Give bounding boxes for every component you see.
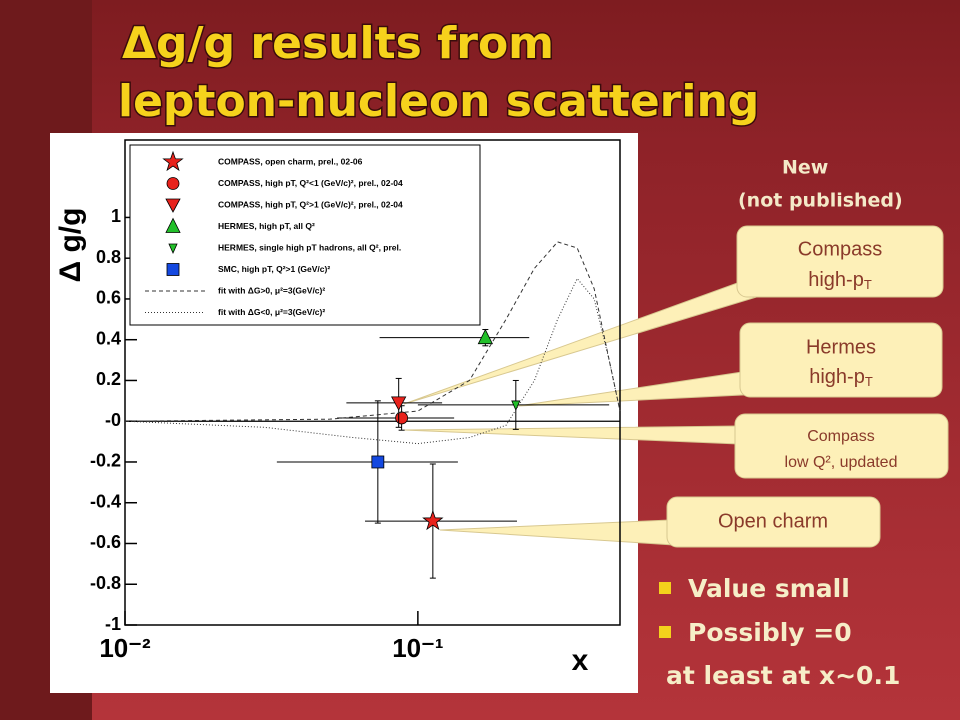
marker-star — [422, 509, 444, 531]
callout-box — [734, 413, 949, 479]
callout-box — [739, 322, 943, 398]
callout-text: high-p — [808, 269, 864, 291]
y-tick-label: -0.6 — [90, 532, 121, 552]
bullet: Possibly =0 — [688, 618, 852, 647]
chart: -1 -0.8 -0.6 -0.4 -0.2 -0 0.2 0.4 0.6 0.8 1 10⁻² 10⁻… — [54, 139, 621, 677]
legend-label: COMPASS, high pT, Q²>1 (GeV/c)², prel., … — [218, 199, 403, 209]
legend-label: COMPASS, open charm, prel., 02-06 — [218, 156, 363, 166]
callout-text: high-pT — [808, 269, 872, 292]
callout-subscript: T — [865, 374, 873, 389]
legend-marker — [166, 263, 180, 276]
y-tick-label: -1 — [105, 614, 121, 634]
y-tick-label: 1 — [111, 206, 121, 226]
y-tick-label: -0.4 — [90, 491, 121, 511]
y-tick-label: 0.8 — [96, 247, 121, 267]
legend-label: HERMES, high pT, all Q² — [218, 221, 315, 231]
callout-text: Compass — [798, 238, 882, 260]
x-tick-label: 10⁻² — [99, 633, 151, 663]
marker-triangle-up — [477, 328, 494, 345]
legend-label: fit with ΔG>0, μ²=3(GeV/c)² — [218, 285, 325, 295]
title: lepton-nucleon scattering — [118, 76, 759, 127]
marker-triangle-down — [391, 396, 407, 411]
legend-label: COMPASS, high pT, Q²<1 (GeV/c)², prel., … — [218, 178, 403, 188]
legend-label: HERMES, single high pT hadrons, all Q², … — [218, 242, 401, 252]
callout-text: high-pT — [809, 366, 873, 389]
x-tick-label: 10⁻¹ — [392, 633, 443, 663]
legend-box — [129, 144, 481, 326]
bullet-marker — [659, 582, 671, 594]
marker-circle — [395, 411, 409, 425]
marker-triangle-down-small — [511, 400, 521, 411]
legend-marker — [162, 150, 184, 172]
note: (not published) — [738, 190, 903, 212]
legend-marker — [166, 177, 180, 190]
x-axis-label: x — [572, 644, 589, 677]
y-tick-label: -0 — [105, 410, 121, 430]
callout-text: Open charm — [718, 510, 828, 532]
fit-line — [124, 277, 621, 445]
y-tick-label: -0.8 — [90, 573, 121, 593]
legend-label: fit with ΔG<0, μ²=3(GeV/c)² — [218, 307, 325, 317]
bullet-note: at least at x~0.1 — [666, 661, 900, 690]
note: New — [782, 157, 828, 179]
title: Δg/g results from — [122, 18, 554, 69]
y-tick-label: 0.2 — [96, 369, 121, 389]
y-tick-label: 0.4 — [96, 328, 121, 348]
bullet: Value small — [688, 574, 850, 603]
legend-marker — [168, 243, 178, 254]
bullet-marker — [659, 626, 671, 638]
callout-text: Compass — [807, 428, 875, 445]
plot-frame — [124, 139, 621, 626]
callout-box — [736, 225, 944, 298]
y-tick-label: 0.6 — [96, 288, 121, 308]
legend-marker — [165, 198, 181, 213]
callout-text: high-p — [809, 366, 865, 388]
callout-text: low Q², updated — [785, 454, 898, 471]
callout-subscript: T — [864, 277, 872, 292]
legend-marker — [165, 217, 181, 233]
marker-square — [371, 455, 385, 469]
y-axis-label: Δ g/g — [54, 208, 87, 283]
callout-box — [666, 496, 881, 548]
legend-label: SMC, high pT, Q²>1 (GeV/c)² — [218, 264, 330, 274]
y-tick-label: -0.2 — [90, 451, 121, 471]
callout-text: Hermes — [806, 336, 876, 358]
